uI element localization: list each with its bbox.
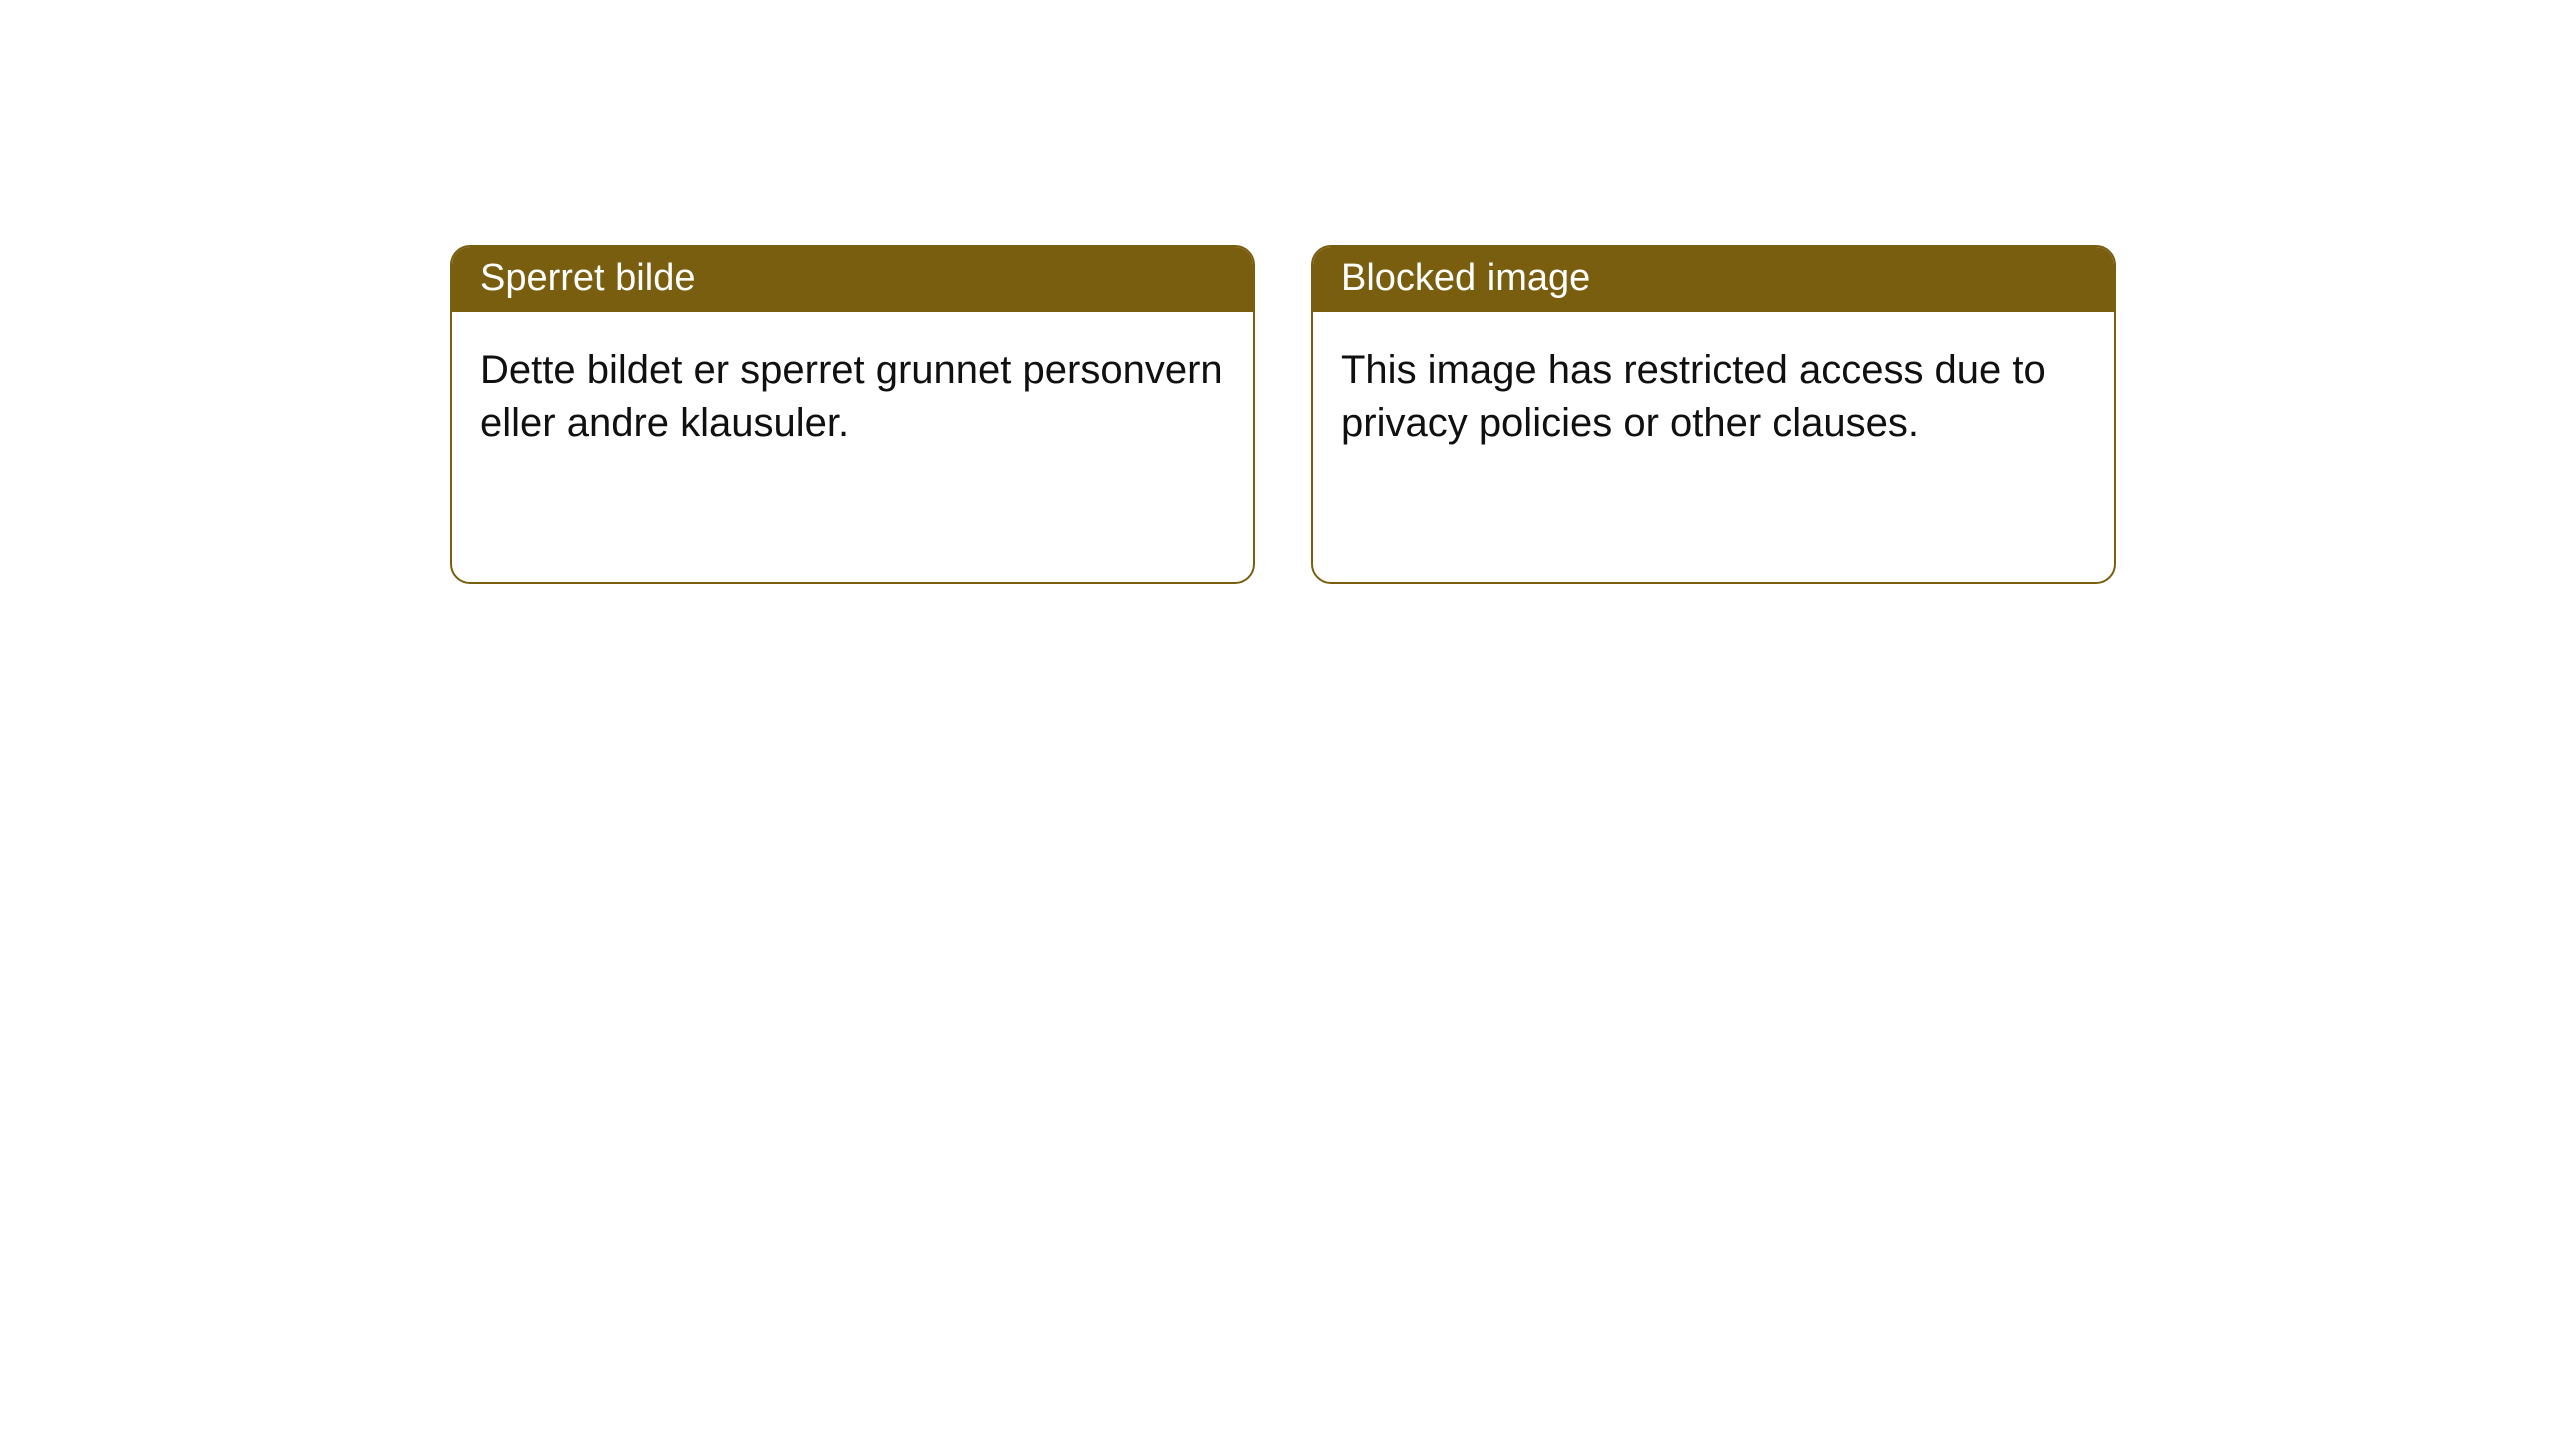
panel-message-norwegian: Dette bildet er sperret grunnet personve…	[452, 312, 1253, 582]
notice-container: Sperret bilde Dette bildet er sperret gr…	[0, 0, 2560, 584]
panel-title-english: Blocked image	[1313, 247, 2114, 312]
notice-panel-english: Blocked image This image has restricted …	[1311, 245, 2116, 584]
panel-title-norwegian: Sperret bilde	[452, 247, 1253, 312]
panel-message-english: This image has restricted access due to …	[1313, 312, 2114, 582]
notice-panel-norwegian: Sperret bilde Dette bildet er sperret gr…	[450, 245, 1255, 584]
